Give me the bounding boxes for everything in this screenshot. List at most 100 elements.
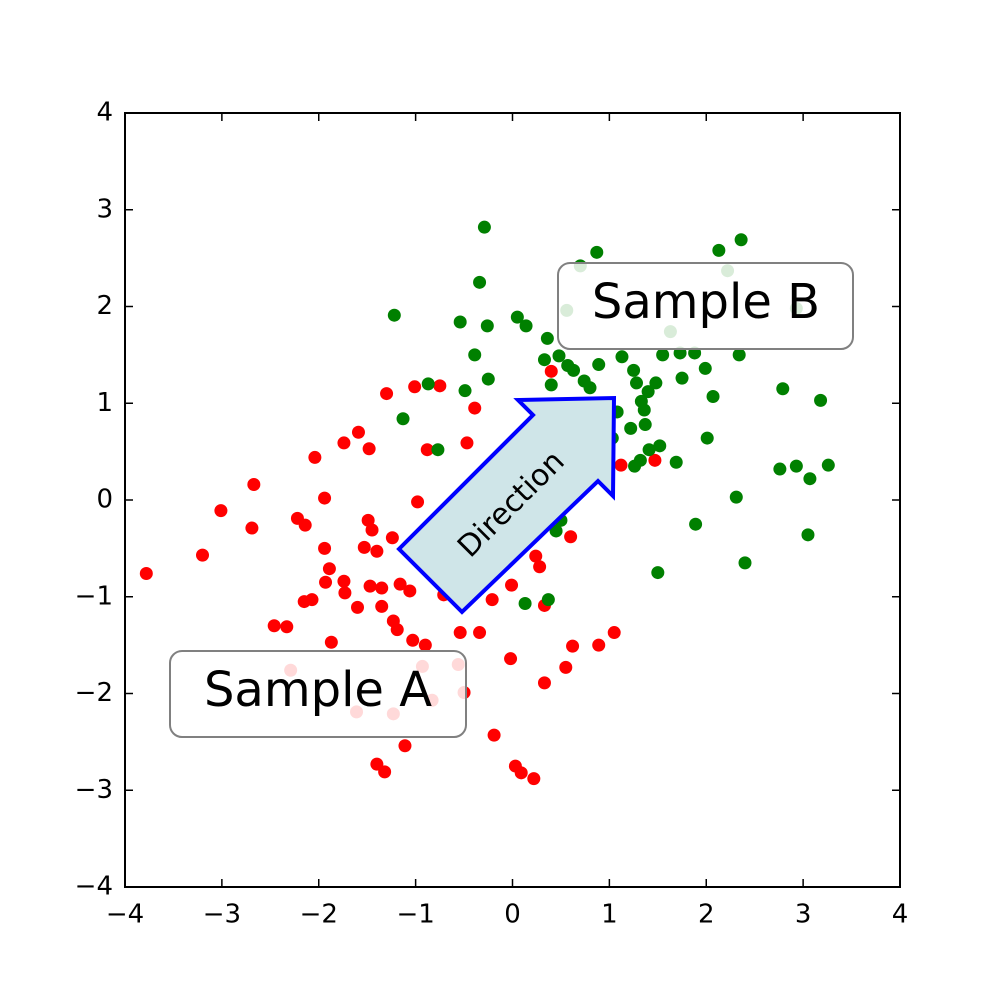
x-tick-label: −1: [396, 900, 434, 930]
point: [420, 443, 434, 457]
point: [406, 633, 420, 647]
point: [638, 418, 652, 432]
y-tick-label: 3: [96, 194, 113, 224]
point: [738, 556, 752, 570]
point: [518, 597, 532, 611]
point: [627, 363, 641, 377]
point: [365, 523, 379, 537]
label-box: [557, 262, 854, 350]
point: [480, 319, 494, 333]
series-label: Sample A: [204, 662, 432, 718]
point: [789, 459, 803, 473]
point: [357, 540, 371, 554]
point: [527, 772, 541, 786]
point: [729, 490, 743, 504]
sample-a-box: Sample A: [169, 650, 467, 738]
point: [453, 315, 467, 329]
point: [338, 586, 352, 600]
point: [378, 765, 392, 779]
point: [504, 652, 518, 666]
point: [533, 560, 547, 574]
point: [298, 518, 312, 532]
point: [398, 739, 412, 753]
point: [393, 577, 407, 591]
point: [351, 425, 365, 439]
point: [477, 220, 491, 234]
point: [337, 574, 351, 588]
point: [544, 378, 558, 392]
point: [592, 638, 606, 652]
y-tick-label: −1: [75, 581, 113, 611]
point: [559, 660, 573, 674]
point: [712, 243, 726, 257]
point: [363, 579, 377, 593]
point: [529, 549, 543, 563]
point: [541, 593, 555, 607]
point: [247, 478, 261, 492]
point: [689, 517, 703, 531]
point: [337, 436, 351, 450]
point: [590, 245, 604, 259]
point: [196, 548, 209, 562]
point: [734, 233, 748, 247]
point: [375, 599, 389, 613]
point: [637, 403, 651, 417]
point: [280, 620, 294, 634]
point: [656, 348, 670, 362]
label-box: [169, 650, 467, 738]
point: [651, 566, 665, 580]
point: [614, 458, 628, 472]
point: [544, 364, 558, 378]
point: [408, 380, 422, 394]
point: [403, 584, 417, 598]
point: [821, 458, 835, 472]
point: [592, 358, 606, 372]
point: [318, 491, 332, 505]
point: [468, 401, 482, 415]
point: [814, 393, 828, 407]
point: [633, 453, 647, 467]
point: [803, 472, 817, 486]
point: [773, 462, 787, 476]
point: [732, 348, 746, 362]
point: [308, 450, 322, 464]
x-tick-label: 1: [601, 900, 618, 930]
point: [615, 350, 629, 364]
y-tick-label: 4: [96, 98, 113, 128]
point: [214, 504, 228, 518]
point: [387, 308, 401, 322]
point: [648, 453, 662, 467]
point: [322, 562, 336, 576]
point: [453, 626, 467, 640]
point: [698, 361, 712, 375]
point: [583, 381, 597, 395]
y-tick-label: −4: [75, 872, 113, 902]
point: [566, 639, 580, 653]
point: [801, 528, 815, 542]
x-tick-label: −2: [300, 900, 338, 930]
sample-b-box: Sample B: [557, 262, 854, 350]
point: [549, 524, 563, 538]
point: [607, 626, 621, 640]
point: [537, 676, 551, 690]
point: [642, 443, 656, 457]
point: [267, 619, 281, 633]
point: [305, 593, 319, 607]
point: [700, 431, 714, 445]
point: [418, 638, 432, 652]
point: [245, 521, 259, 535]
point: [675, 371, 689, 385]
point: [375, 581, 389, 595]
point: [776, 382, 790, 396]
point: [567, 363, 581, 377]
axes-layer: −4 −3 −2 −1 0 1 2 3 4 −4 −3 −2 −1 0 1 2 3 4: [75, 98, 909, 930]
y-tick-label: 1: [96, 388, 113, 418]
x-tick-label: 3: [795, 900, 812, 930]
point: [630, 376, 643, 390]
point: [431, 443, 445, 457]
series-label: Sample B: [592, 274, 820, 330]
x-tick-label: −4: [106, 900, 144, 930]
y-tick-label: 0: [96, 485, 113, 515]
point: [319, 575, 333, 589]
x-tick-label: −3: [203, 900, 241, 930]
